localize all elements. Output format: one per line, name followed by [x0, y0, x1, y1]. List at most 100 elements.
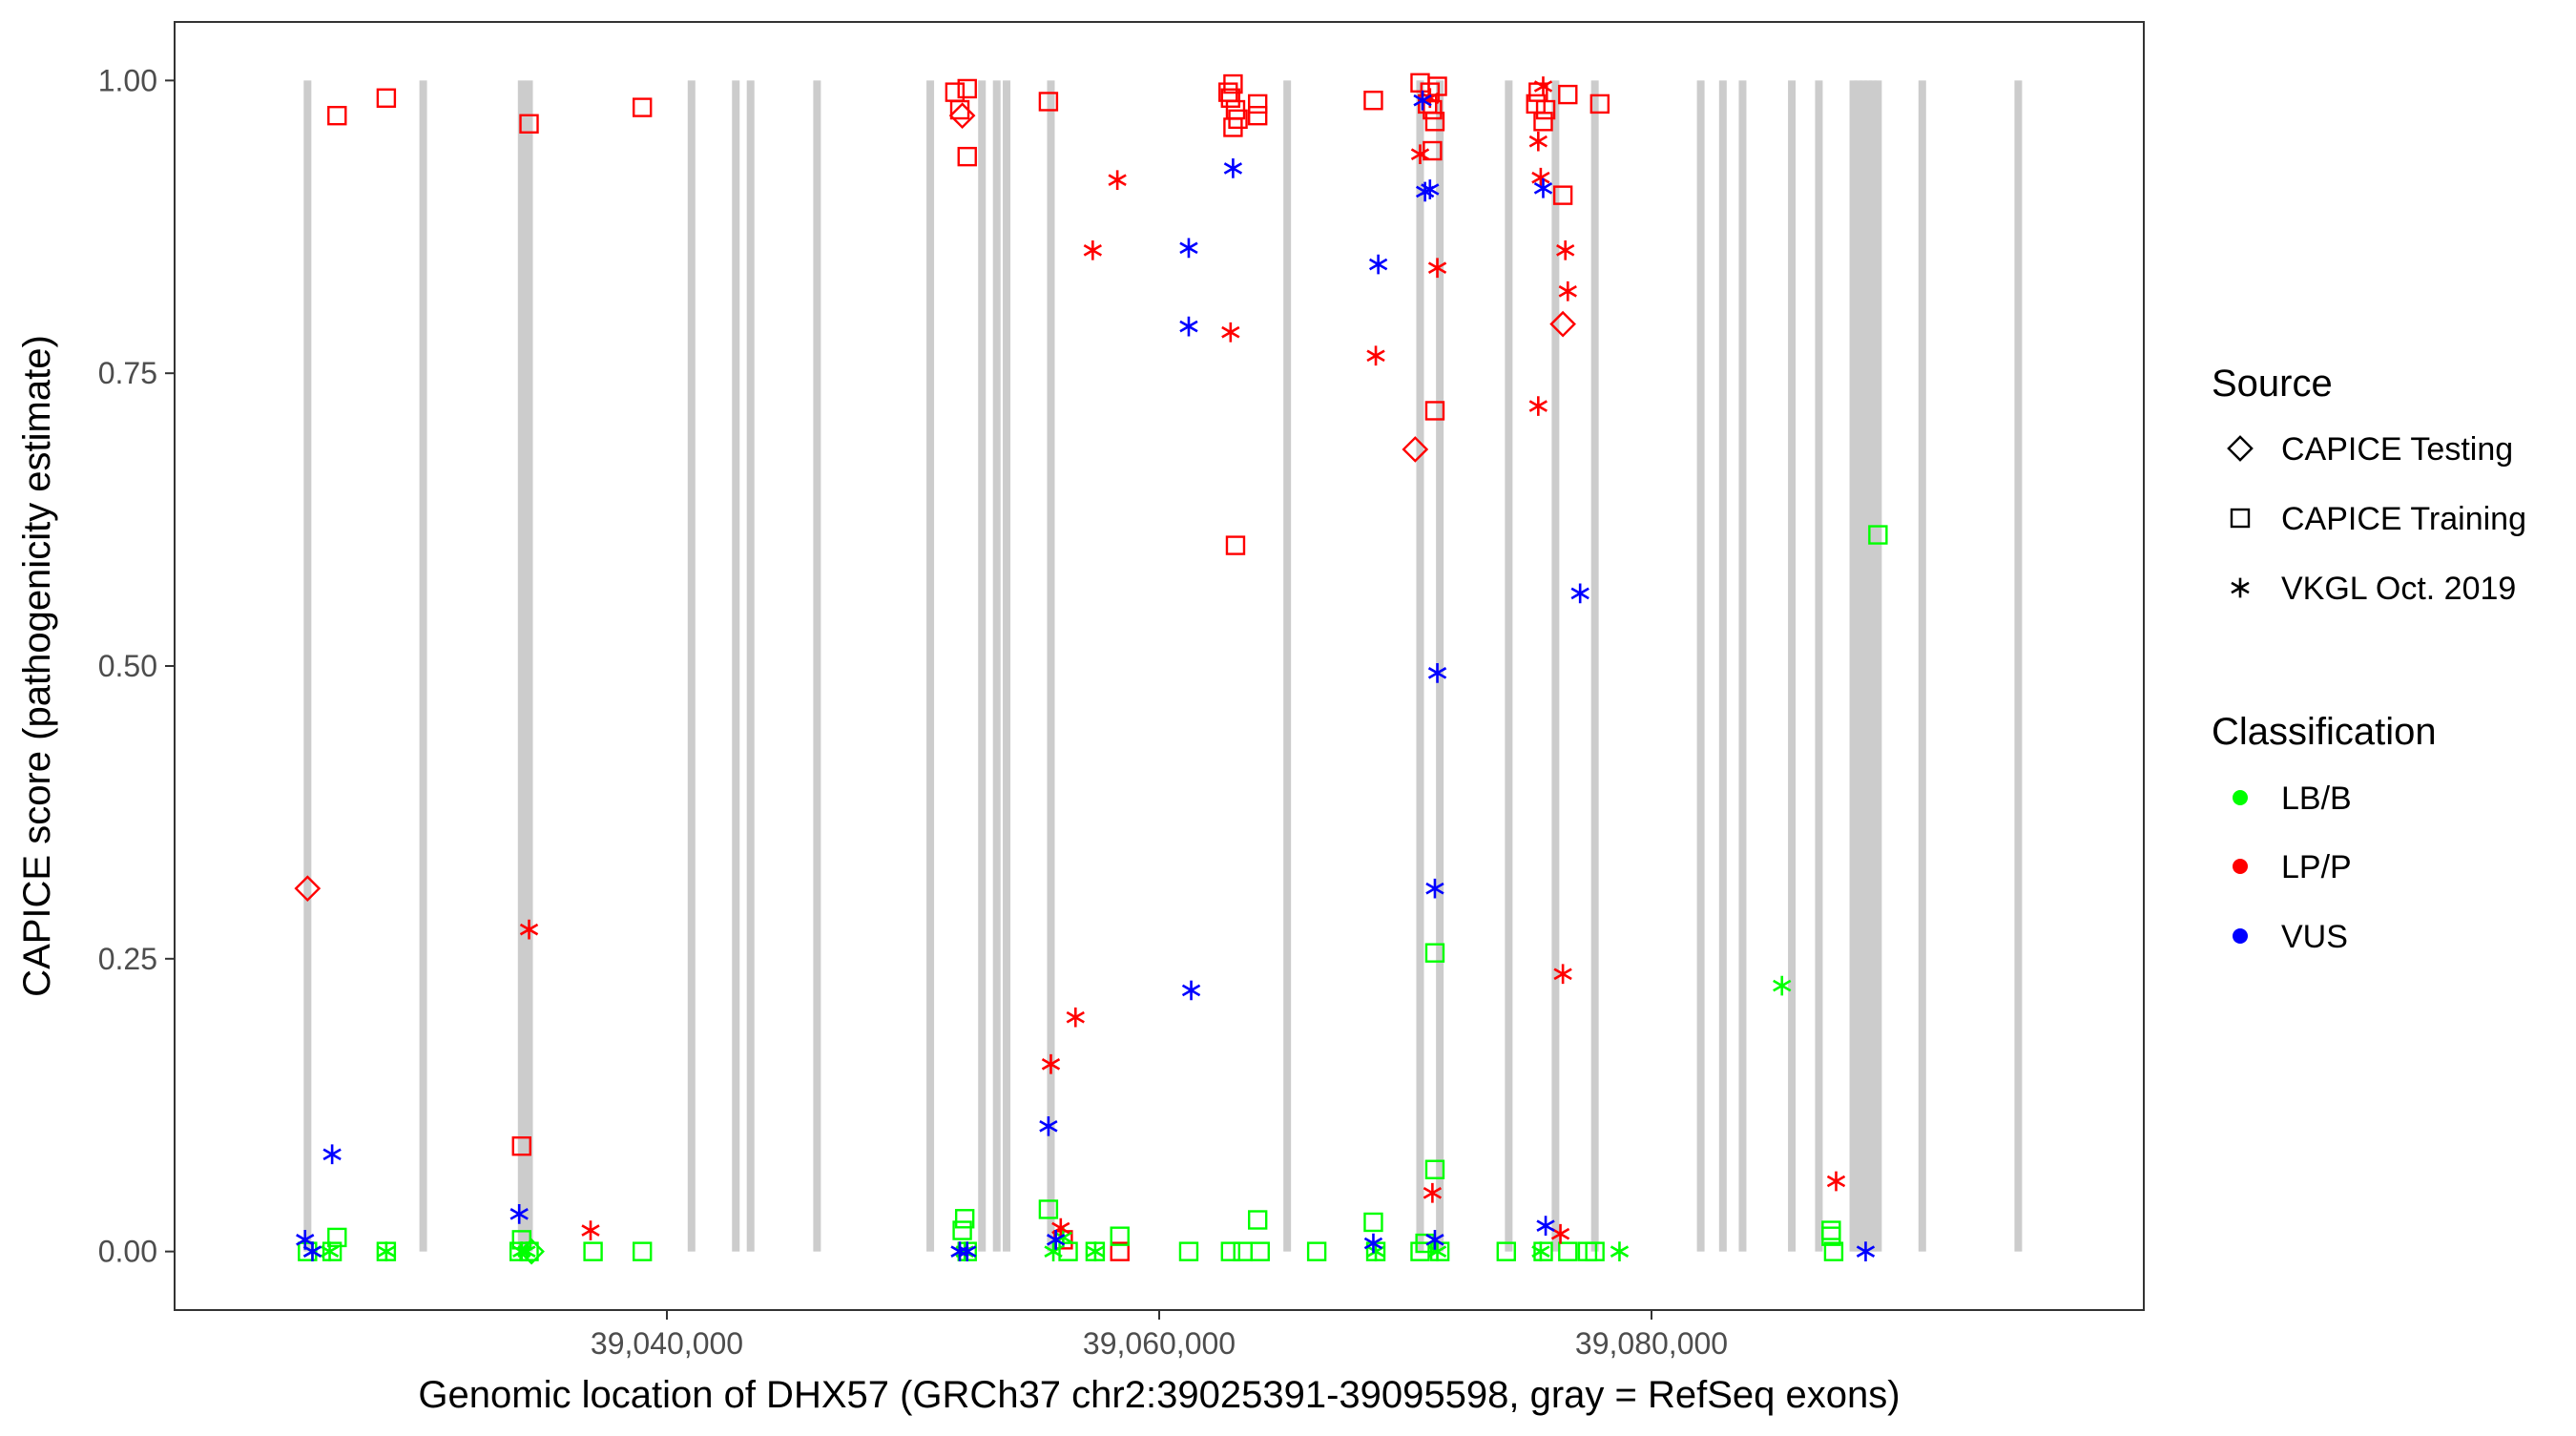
- exon-band: [525, 80, 533, 1252]
- exon-band: [1849, 80, 1858, 1252]
- exon-band: [1047, 80, 1055, 1252]
- legend-class-label: LP/P: [2281, 849, 2352, 885]
- exon-band: [1864, 80, 1873, 1252]
- data-point-asterisk: [1368, 254, 1388, 275]
- data-point-asterisk: [1410, 144, 1430, 165]
- data-point-square: [1821, 1220, 1841, 1240]
- data-point-asterisk: [517, 1241, 536, 1261]
- data-point-asterisk: [1773, 975, 1792, 996]
- data-point-square: [1306, 1241, 1327, 1261]
- data-point-asterisk: [1528, 131, 1548, 152]
- exon-band: [978, 80, 987, 1252]
- data-point-square: [511, 1135, 531, 1156]
- data-point-square: [1225, 535, 1246, 555]
- exon-band: [1788, 80, 1797, 1252]
- data-point-asterisk: [509, 1204, 529, 1224]
- exon-band: [1436, 80, 1444, 1252]
- data-point-asterisk: [1536, 1216, 1555, 1236]
- data-point-square: [322, 1241, 343, 1261]
- legend: Source Classification CAPICE Testing CAPI…: [2212, 363, 2526, 955]
- data-point-asterisk: [1427, 258, 1447, 279]
- data-point-asterisk: [958, 1241, 977, 1261]
- data-point-square: [952, 1220, 972, 1240]
- exon-band: [2014, 80, 2023, 1252]
- data-point-asterisk: [519, 919, 539, 940]
- data-point-square: [1533, 1241, 1553, 1261]
- data-point-asterisk: [1528, 396, 1548, 416]
- data-point-square: [1424, 943, 1445, 963]
- data-point-asterisk: [1044, 1241, 1063, 1261]
- data-point-asterisk: [1046, 1230, 1066, 1250]
- data-point-square: [1247, 105, 1268, 126]
- data-point-asterisk: [1427, 663, 1447, 683]
- legend-key-diamond: [2227, 435, 2254, 462]
- data-point-square: [949, 99, 970, 120]
- data-point-asterisk: [1221, 322, 1240, 343]
- x-tick-label: 39,080,000: [1575, 1326, 1728, 1361]
- data-point-square: [583, 1241, 603, 1261]
- data-point-square: [1535, 99, 1556, 120]
- y-axis-title: CAPICE score (pathogenicity estimate): [16, 335, 58, 997]
- data-point-asterisk: [302, 1241, 322, 1261]
- panel-border: [174, 21, 2145, 1311]
- data-point-asterisk: [950, 1241, 969, 1261]
- x-tick-label: 39,040,000: [591, 1326, 743, 1361]
- data-point-square: [1247, 94, 1268, 114]
- data-point-asterisk: [1556, 239, 1575, 260]
- data-point-square: [1250, 1241, 1270, 1261]
- data-point-diamond: [1549, 310, 1576, 338]
- legend-key-square: [2230, 508, 2251, 529]
- data-point-asterisk: [1425, 878, 1444, 899]
- data-point-square: [1424, 1159, 1445, 1179]
- legend-classification-title: Classification: [2212, 711, 2437, 753]
- data-point-square: [1821, 1226, 1841, 1246]
- data-point-asterisk: [1427, 1241, 1447, 1261]
- data-point-asterisk: [377, 1241, 396, 1261]
- data-point-asterisk: [1083, 239, 1102, 260]
- data-point-square: [957, 78, 977, 99]
- data-point-square: [1220, 1241, 1241, 1261]
- data-point-asterisk: [320, 1241, 340, 1261]
- data-point-asterisk: [1223, 158, 1243, 178]
- data-point-asterisk: [1039, 1115, 1058, 1136]
- exon-band: [1854, 80, 1862, 1252]
- legend-source-title: Source: [2212, 363, 2333, 405]
- data-point-square: [1058, 1241, 1078, 1261]
- exon-band: [1283, 80, 1292, 1252]
- data-point-asterisk: [1550, 1223, 1570, 1244]
- data-point-asterisk: [1533, 76, 1553, 96]
- exon-band: [1718, 80, 1727, 1252]
- exon-band: [813, 80, 821, 1252]
- data-point-asterisk: [1413, 90, 1432, 111]
- exon-band: [687, 80, 696, 1252]
- data-point-asterisk: [581, 1220, 600, 1240]
- data-point-square: [633, 1241, 653, 1261]
- data-point-asterisk: [1553, 964, 1572, 985]
- data-point-square: [1038, 92, 1059, 112]
- data-point-square: [1423, 99, 1443, 120]
- data-point-square: [1220, 88, 1241, 108]
- exon-band: [732, 80, 740, 1252]
- data-point-diamond: [294, 875, 322, 903]
- data-point-square: [1868, 525, 1888, 545]
- data-point-asterisk: [1570, 583, 1589, 604]
- data-point-diamond: [948, 102, 976, 130]
- legend-class-label: VUS: [2281, 919, 2348, 955]
- y-tick-label: 0.75: [98, 356, 157, 390]
- exon-bands: [303, 80, 2023, 1252]
- data-point-asterisk: [1363, 1233, 1383, 1254]
- data-point-square: [298, 1241, 318, 1261]
- exon-band: [1869, 80, 1878, 1252]
- y-tick-label: 0.50: [98, 649, 157, 683]
- data-point-square: [1496, 1241, 1516, 1261]
- exon-band: [1505, 80, 1513, 1252]
- data-point-asterisk: [1108, 170, 1127, 191]
- data-point-asterisk: [1366, 345, 1385, 366]
- data-point-asterisk: [1531, 1241, 1550, 1261]
- data-point-square: [1558, 1241, 1578, 1261]
- data-point-square: [957, 146, 977, 167]
- data-point-asterisk: [1610, 1241, 1630, 1261]
- data-point-square: [519, 114, 539, 134]
